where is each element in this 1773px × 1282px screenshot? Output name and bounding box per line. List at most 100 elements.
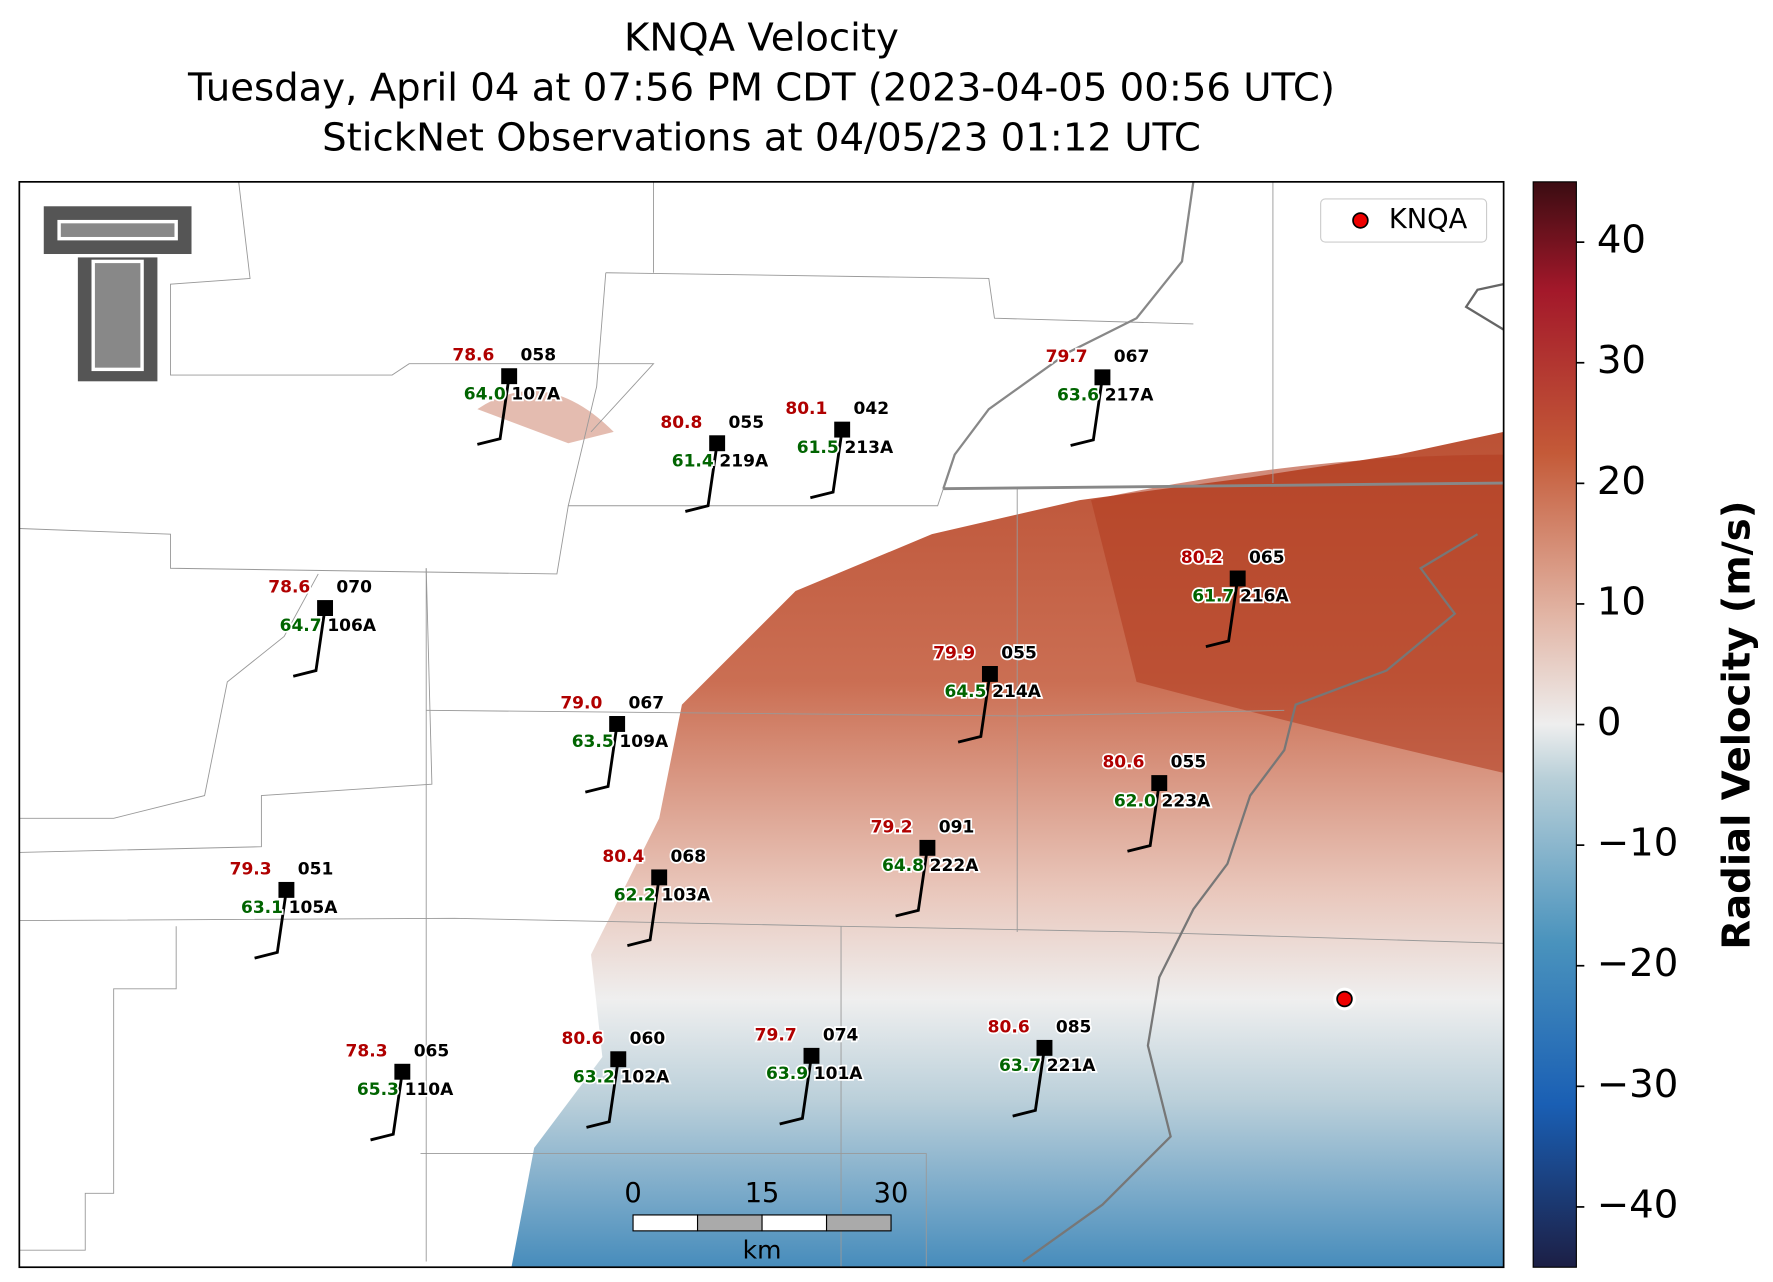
colorbar-ticks: −40 −30 −20 −10 0 10 20 30 40 [1576,218,1679,1227]
titles: KNQA Velocity Tuesday, April 04 at 07:56… [187,15,1335,160]
temperature: 79.3 [230,859,272,879]
colorbar-tick-label: −10 [1597,821,1679,866]
station-id: 105A [289,898,339,918]
station: 79.2 091 64.8 222A [869,816,981,918]
wind-barb [477,375,511,446]
station-id: 223A [1162,791,1212,811]
station-code: 065 [414,1041,450,1061]
station: 80.2 065 61.7 216A [1179,546,1291,649]
station-marker [981,666,998,682]
station-code: 058 [521,346,557,366]
temperature: 80.8 [660,413,702,433]
station-code: 055 [729,413,765,433]
station-code: 065 [1249,548,1285,568]
radar-velocity [477,390,614,444]
station-id: 101A [814,1064,864,1084]
scale-unit: km [743,1235,782,1264]
station-id: 214A [992,682,1042,702]
station-code: 070 [336,578,372,598]
map-area: 78.6 058 64.0 107A 80.8 055 61.4 219A 80.1 042 61.… [19,181,1504,1268]
station-id: 106A [327,616,377,636]
wind-barb [1012,1047,1046,1118]
scale-label: 0 [624,1178,641,1209]
station-marker [1229,570,1246,587]
station-id: 109A [619,732,669,752]
station-marker [919,839,936,856]
county-lines [19,181,1504,1268]
dewpoint: 62.0 [1114,791,1156,811]
temperature: 78.3 [346,1041,388,1061]
dewpoint: 63.7 [999,1056,1041,1076]
station: 79.9 055 64.5 214A [931,642,1043,744]
station-id: 219A [719,451,769,471]
wind-barb [810,429,844,500]
legend-marker [1352,212,1369,229]
temperature: 80.6 [988,1017,1030,1037]
wind-barb [1127,782,1161,853]
state-line [943,481,1504,491]
temperature: 78.6 [452,346,494,366]
station: 79.7 074 63.9 101A [753,1024,865,1126]
scale-bar: 0 15 30 km [624,1178,908,1264]
station: 79.7 067 63.6 217A [1044,345,1156,447]
station-marker [610,1051,627,1068]
dewpoint: 64.7 [280,616,322,636]
wind-barb [957,673,992,744]
temperature: 78.6 [268,578,310,598]
temperature: 79.9 [933,644,975,664]
river [1022,533,1479,1263]
wind-barb [370,1071,404,1142]
dewpoint: 62.2 [614,886,656,906]
station: 80.6 055 62.0 223A [1101,751,1213,853]
colorbar-tick-label: −20 [1597,941,1679,986]
station: 78.6 070 64.7 106A [267,576,379,678]
title: KNQA Velocity [624,15,899,60]
scale-segment [696,1214,763,1232]
station: 80.1 042 61.5 213A [784,397,896,500]
colorbar-label: Radial Velocity (m/s) [1714,501,1759,950]
dewpoint: 63.9 [766,1064,808,1084]
station-id: 217A [1105,386,1155,406]
station-code: 055 [1001,644,1037,664]
dewpoint: 63.2 [573,1067,615,1087]
wind-barb [586,1059,620,1129]
station-code: 068 [671,847,707,867]
station: 78.6 058 64.0 107A [451,344,563,446]
wind-barb [1205,578,1240,649]
logo [40,202,195,385]
station-code: 067 [629,694,665,714]
station-code: 051 [298,859,334,879]
colorbar-tick-label: 40 [1597,218,1646,263]
station-code: 067 [1114,347,1150,367]
dewpoint: 61.4 [672,451,714,471]
station-id: 222A [930,856,980,876]
station-id: 102A [621,1067,671,1087]
colorbar-tick-label: 10 [1597,579,1646,624]
wind-barb [292,607,327,678]
subtitle: Tuesday, April 04 at 07:56 PM CDT (2023-… [187,65,1335,110]
station: 80.8 055 61.4 219A [659,411,771,513]
colorbar-tick-label: 30 [1597,338,1646,383]
legend: KNQA [1320,198,1488,243]
scale-label: 15 [745,1178,780,1209]
station-marker [803,1047,820,1064]
station: 80.6 085 63.7 221A [986,1016,1098,1118]
dewpoint: 65.3 [357,1080,399,1100]
radar-velocity [1091,454,1504,773]
station: 80.6 060 63.2 102A [560,1027,672,1129]
scale-label: 30 [874,1178,909,1209]
station-id: 221A [1047,1056,1097,1076]
station: 78.3 065 65.3 110A [344,1040,456,1142]
temperature: 80.6 [1102,753,1144,773]
temperature: 79.2 [871,817,913,837]
station: 79.0 067 63.5 109A [559,692,671,794]
colorbar-tick-label: 0 [1597,700,1622,745]
dewpoint: 64.8 [882,856,924,876]
dewpoint: 63.5 [572,732,614,752]
temperature: 79.7 [1046,347,1088,367]
dewpoint: 64.0 [464,384,506,404]
station-marker [394,1063,411,1080]
stations: 78.6 058 64.0 107A 80.8 055 61.4 219A 80.1 042 61.… [228,344,1291,1142]
temperature: 80.1 [785,399,827,419]
station-id: 103A [661,886,711,906]
